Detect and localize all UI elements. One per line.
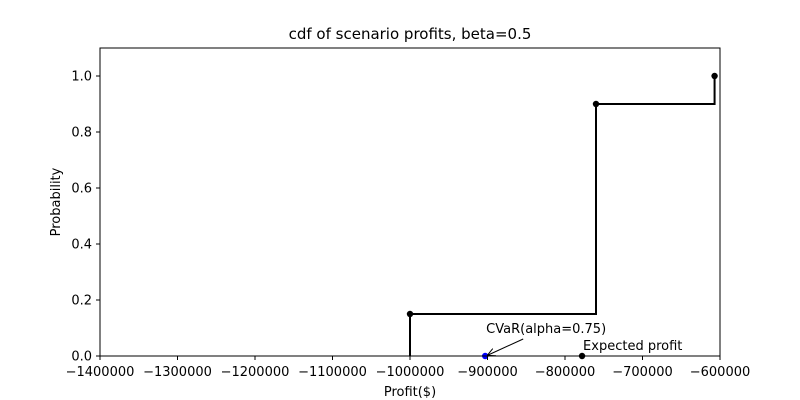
y-tick-label: 0.8 <box>71 126 92 141</box>
x-tick-label: −1200000 <box>221 365 290 380</box>
y-tick-label: 0.6 <box>71 182 92 197</box>
y-axis-label: Probability <box>49 167 64 236</box>
data-point <box>406 310 414 318</box>
x-axis-label: Profit($) <box>384 385 436 400</box>
plot-frame <box>99 47 721 357</box>
chart-title: cdf of scenario profits, beta=0.5 <box>289 25 532 43</box>
y-tick-label: 0.2 <box>71 294 92 309</box>
cdf-step-line <box>409 76 716 356</box>
x-tick-label: −900000 <box>457 365 518 380</box>
y-tick-label: 0.0 <box>71 350 92 365</box>
y-tick-label: 1.0 <box>71 70 92 85</box>
annotation-layer: CVaR(alpha=0.75) Expected profit <box>486 322 682 355</box>
x-tick-label: −1400000 <box>66 365 135 380</box>
x-tick-label: −700000 <box>612 365 673 380</box>
x-axis: −1400000 −1300000 −1200000 −1100000 −1000000… <box>66 356 751 380</box>
x-tick-label: −1100000 <box>298 365 367 380</box>
x-tick-label: −800000 <box>535 365 596 380</box>
cvar-annotation-label: CVaR(alpha=0.75) <box>486 322 606 337</box>
plot-area <box>406 72 718 360</box>
x-tick-label: −1300000 <box>143 365 212 380</box>
y-tick-label: 0.4 <box>71 238 92 253</box>
x-tick-label: −1000000 <box>376 365 445 380</box>
cvar-annotation-arrow <box>488 338 524 355</box>
data-point <box>592 100 600 108</box>
y-axis: 0.0 0.2 0.4 0.6 0.8 1.0 <box>71 70 100 365</box>
data-point <box>711 72 718 80</box>
expected-profit-label: Expected profit <box>583 339 682 354</box>
x-tick-label: −600000 <box>690 365 751 380</box>
